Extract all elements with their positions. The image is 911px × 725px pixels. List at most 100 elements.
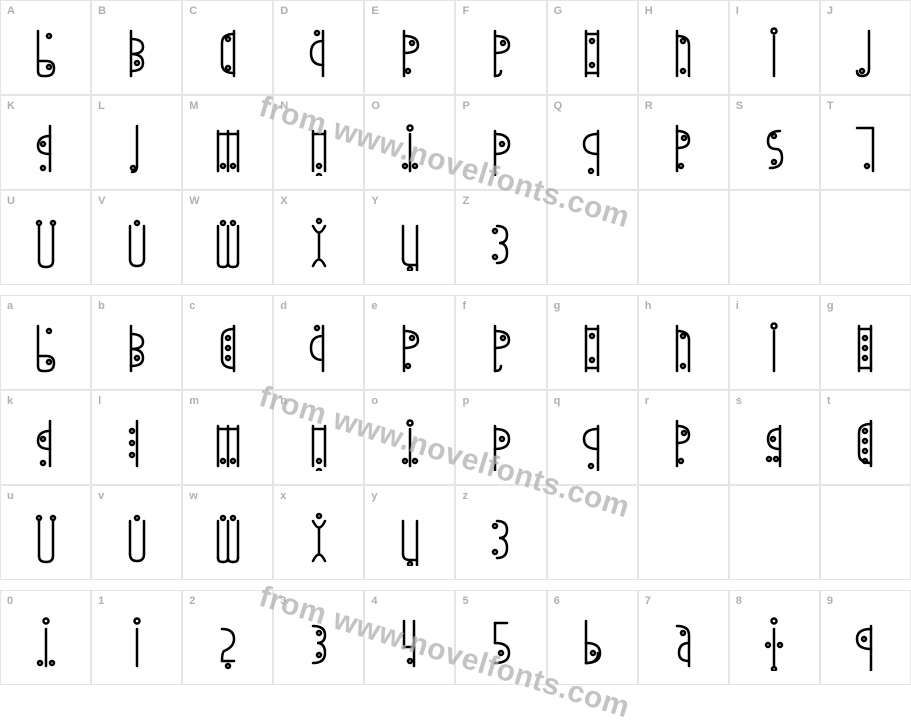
- char-cell: B: [91, 0, 182, 95]
- char-cell: p: [455, 390, 546, 485]
- char-cell: [820, 190, 911, 285]
- char-cell-glyph: [663, 611, 703, 671]
- char-cell: H: [638, 0, 729, 95]
- char-cell-glyph: [754, 316, 794, 376]
- char-cell-glyph: [117, 611, 157, 671]
- char-cell-label: I: [736, 5, 739, 17]
- char-cell-glyph: [117, 506, 157, 566]
- char-cell: 6: [547, 590, 638, 685]
- char-cell: N: [273, 95, 364, 190]
- char-cell-label: k: [7, 395, 13, 407]
- char-cell-label: C: [189, 5, 197, 17]
- char-cell-glyph: [208, 21, 248, 81]
- char-cell-label: S: [736, 100, 743, 112]
- char-cell-glyph: [26, 211, 66, 271]
- char-cell: n: [273, 390, 364, 485]
- char-cell-label: g: [827, 300, 834, 312]
- char-cell: z: [455, 485, 546, 580]
- char-cell: F: [455, 0, 546, 95]
- char-cell-label: w: [189, 490, 198, 502]
- char-cell: L: [91, 95, 182, 190]
- char-cell-glyph: [572, 411, 612, 471]
- char-cell-label: 0: [7, 595, 13, 607]
- char-cell-label: z: [462, 490, 468, 502]
- char-cell-glyph: [754, 116, 794, 176]
- char-cell: A: [0, 0, 91, 95]
- char-cell: t: [820, 390, 911, 485]
- char-cell-label: b: [98, 300, 105, 312]
- char-cell-glyph: [845, 21, 885, 81]
- char-cell-label: f: [462, 300, 466, 312]
- char-cell-glyph: [845, 116, 885, 176]
- char-cell-label: h: [645, 300, 652, 312]
- char-cell-label: t: [827, 395, 831, 407]
- char-cell-label: a: [7, 300, 13, 312]
- char-cell-glyph: [299, 211, 339, 271]
- char-cell: [638, 190, 729, 285]
- char-cell-glyph: [299, 611, 339, 671]
- char-cell: b: [91, 295, 182, 390]
- char-cell: U: [0, 190, 91, 285]
- char-cell-glyph: [390, 611, 430, 671]
- char-cell-glyph: [26, 506, 66, 566]
- char-cell-glyph: [208, 411, 248, 471]
- char-cell-glyph: [117, 316, 157, 376]
- char-cell-glyph: [481, 411, 521, 471]
- character-map-grid: ABCDEFGHIJKLMNOPQRSTUVWXYZabcdefghigklmn…: [0, 0, 911, 685]
- char-cell-label: y: [371, 490, 377, 502]
- char-cell: 7: [638, 590, 729, 685]
- char-cell-glyph: [754, 611, 794, 671]
- char-cell: M: [182, 95, 273, 190]
- char-cell-label: Q: [554, 100, 563, 112]
- char-cell: g: [547, 295, 638, 390]
- char-cell-label: G: [554, 5, 563, 17]
- char-cell-label: 8: [736, 595, 742, 607]
- char-cell-label: N: [280, 100, 288, 112]
- char-cell: W: [182, 190, 273, 285]
- char-cell-label: u: [7, 490, 14, 502]
- char-cell-label: c: [189, 300, 195, 312]
- char-cell: 3: [273, 590, 364, 685]
- char-cell-label: 5: [462, 595, 468, 607]
- char-cell: e: [364, 295, 455, 390]
- char-cell-label: Y: [371, 195, 378, 207]
- char-cell: l: [91, 390, 182, 485]
- char-cell: r: [638, 390, 729, 485]
- char-cell-glyph: [663, 21, 703, 81]
- char-cell-label: l: [98, 395, 101, 407]
- char-cell-glyph: [117, 211, 157, 271]
- char-cell: Q: [547, 95, 638, 190]
- char-cell-label: d: [280, 300, 287, 312]
- char-cell-glyph: [390, 316, 430, 376]
- char-cell-glyph: [208, 611, 248, 671]
- char-cell-label: i: [736, 300, 739, 312]
- char-cell: h: [638, 295, 729, 390]
- char-cell-label: r: [645, 395, 649, 407]
- char-cell-label: A: [7, 5, 15, 17]
- char-cell: f: [455, 295, 546, 390]
- char-cell-glyph: [208, 506, 248, 566]
- char-cell: D: [273, 0, 364, 95]
- char-cell-glyph: [26, 21, 66, 81]
- char-cell: [729, 485, 820, 580]
- char-cell-glyph: [390, 411, 430, 471]
- char-cell: O: [364, 95, 455, 190]
- char-cell-label: 7: [645, 595, 651, 607]
- char-cell-glyph: [299, 411, 339, 471]
- char-cell-label: n: [280, 395, 287, 407]
- char-cell: v: [91, 485, 182, 580]
- char-cell-label: p: [462, 395, 469, 407]
- char-cell: 5: [455, 590, 546, 685]
- char-cell-glyph: [390, 211, 430, 271]
- char-cell-glyph: [663, 116, 703, 176]
- char-cell-glyph: [481, 21, 521, 81]
- char-cell-glyph: [390, 506, 430, 566]
- char-cell: 9: [820, 590, 911, 685]
- char-cell-label: 3: [280, 595, 286, 607]
- char-cell-glyph: [845, 611, 885, 671]
- char-cell-label: 1: [98, 595, 104, 607]
- char-cell: G: [547, 0, 638, 95]
- char-cell-glyph: [572, 116, 612, 176]
- char-cell-label: R: [645, 100, 653, 112]
- char-cell-label: O: [371, 100, 380, 112]
